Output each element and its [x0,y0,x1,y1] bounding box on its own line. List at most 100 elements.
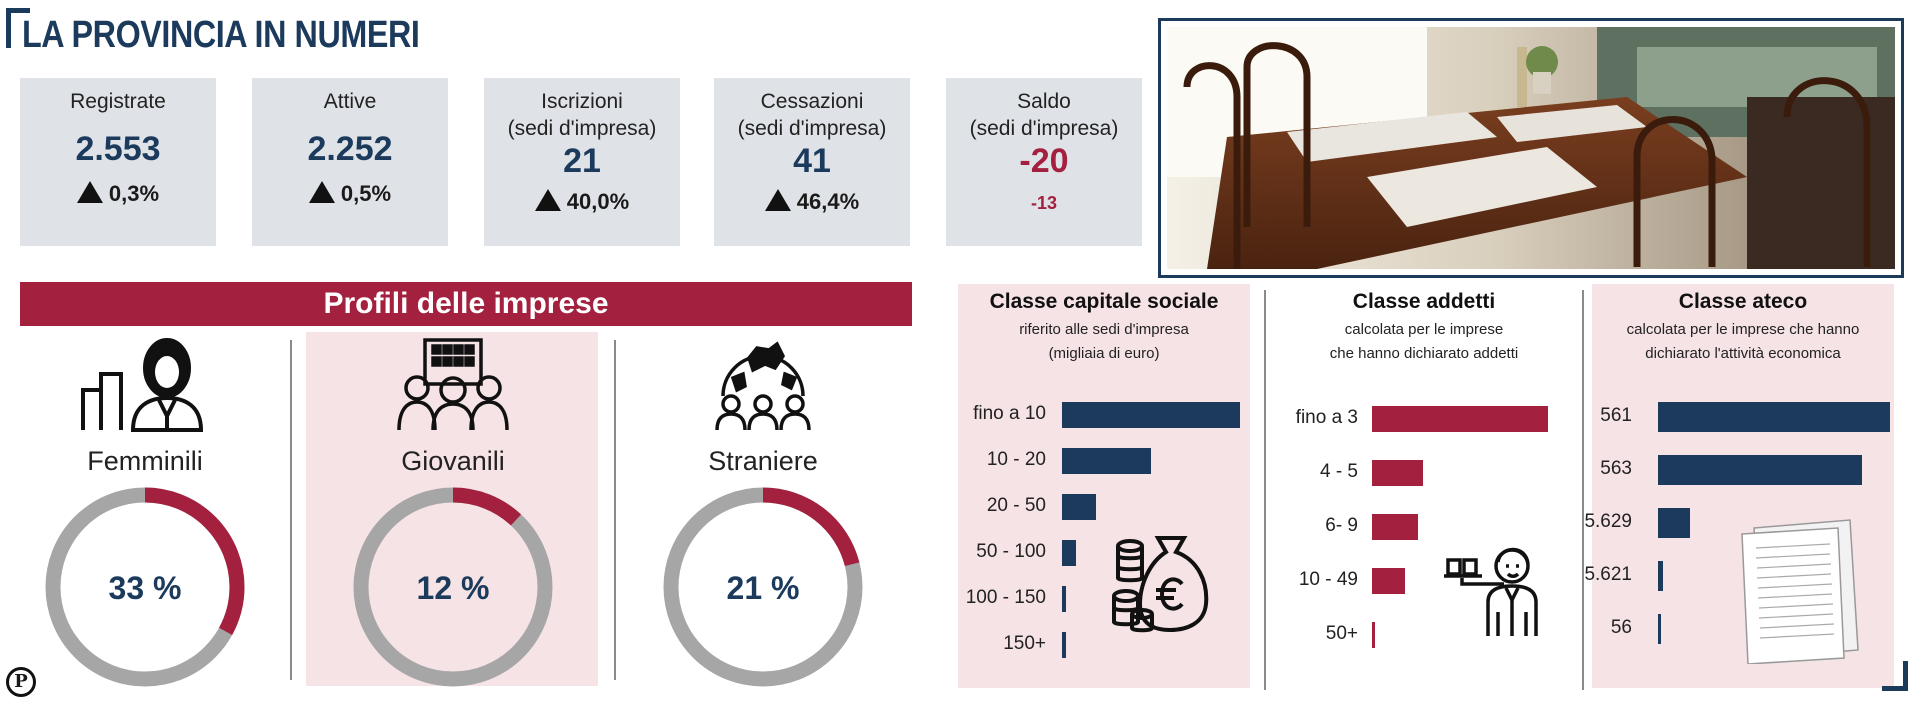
bar [1062,632,1066,658]
category-label: 20 - 50 [986,495,1046,516]
stat-delta-text: 0,5% [340,181,392,206]
bar [1372,460,1424,486]
chart-title: Classe addetti [1352,290,1496,313]
donut-chart: 21 % [663,487,863,687]
bar [1062,540,1077,566]
donut-chart: 33 % [45,487,245,687]
restaurant-photo [1167,27,1895,269]
bar-chart-panel: Classe addetti calcolata per le imprese c… [1276,284,1572,688]
stat-label: Registrate [70,90,166,113]
restaurant-table-illustration [1167,27,1895,269]
stat-box: Registrate 2.553 0,3% [20,78,216,246]
stat-value: 2.553 [75,130,161,168]
businesswoman-icon [75,334,215,434]
stat-box: Saldo (sedi d'impresa) -20 -13 [946,78,1142,246]
foreigners-globe-icon [693,334,833,434]
bar [1658,455,1863,485]
category-label: 10 - 49 [1298,569,1358,590]
profile-femminili: Femminili 33 % [0,334,290,687]
category-label: 100 - 150 [965,587,1046,608]
category-label: 50 - 100 [976,541,1046,562]
stat-label: Attive [323,90,377,113]
donut-value-label: 12 % [417,570,490,606]
stat-delta: 40,0% [484,188,680,216]
category-label: 10 - 20 [986,449,1046,470]
profiles-section-title: Profili delle imprese [20,282,912,326]
money-bag-coins-icon [1106,524,1216,639]
bar [1372,514,1418,540]
bar [1062,494,1096,520]
corner-bracket-bottom-right [1882,661,1908,691]
profile-label: Femminili [87,446,203,476]
stat-box: Iscrizioni (sedi d'impresa) 21 40,0% [484,78,680,246]
donut-chart: 12 % [353,487,553,687]
chart-subtitle: riferito alle sedi d'impresa (migliaia d… [1019,321,1189,362]
category-label: 56 [1610,617,1632,638]
stat-label: Saldo (sedi d'impresa) [969,90,1119,140]
document-pages-icon [1732,514,1862,669]
chart-title: Classe ateco [1678,290,1808,313]
category-label: 561 [1600,405,1632,426]
profile-label: Giovanili [401,446,505,476]
bar-chart-panel: Classe ateco calcolata per le imprese che… [1584,284,1894,688]
stat-box: Cessazioni (sedi d'impresa) 41 46,4% [714,78,910,246]
profile-highlight-bg [306,332,598,686]
bar [1658,614,1661,644]
stat-value: 21 [563,142,601,180]
page-title: LA PROVINCIA IN NUMERI [22,14,420,56]
donut-slice [353,487,553,687]
category-label: 6- 9 [1325,515,1358,536]
stat-delta-text: 0,3% [108,181,160,206]
divider [1264,290,1266,690]
corner-bracket-top-left [6,8,30,48]
profile-giovanili: Giovanili 12 % [308,334,598,687]
bar [1658,561,1663,591]
divider [290,340,292,680]
profile-label: Straniere [708,446,818,476]
stat-label: Iscrizioni (sedi d'impresa) [507,90,657,140]
chart-title: Classe capitale sociale [989,290,1219,313]
restaurant-photo-frame [1158,18,1904,278]
publisher-logo: P [6,667,36,697]
category-label: fino a 3 [1295,407,1358,428]
profile-straniere: Straniere 21 % [618,334,908,687]
chart-subtitle: calcolata per le imprese che hanno dichi… [1626,321,1860,362]
stat-delta-text: -13 [1030,193,1057,213]
stat-delta: 0,3% [20,180,216,208]
bar [1062,448,1151,474]
bar [1658,508,1691,538]
category-label: 5.629 [1584,511,1632,532]
chart-subtitle: calcolata per le imprese che hanno dichi… [1329,321,1519,362]
waiter-icon [1442,532,1552,647]
stat-label: Cessazioni (sedi d'impresa) [737,90,887,140]
category-label: 150+ [1003,633,1046,654]
bar [1062,586,1066,612]
category-label: 4 - 5 [1319,461,1358,482]
bar [1658,402,1890,432]
category-label: 5.621 [1584,564,1632,585]
stat-value: 41 [793,142,831,180]
bar-chart-panel: Classe capitale sociale riferito alle sed… [958,284,1250,688]
stat-delta: -13 [946,188,1142,217]
stat-delta: 46,4% [714,188,910,216]
triangle-up-icon [308,181,335,203]
category-label: 50+ [1325,623,1358,644]
donut-value-label: 21 % [727,570,800,606]
bar [1372,568,1406,594]
triangle-up-icon [76,181,103,203]
stat-delta-text: 46,4% [796,189,860,214]
stat-value: -20 [1019,142,1069,180]
stat-delta: 0,5% [252,180,448,208]
stat-delta-text: 40,0% [566,189,630,214]
divider [614,340,616,680]
triangle-up-icon [764,189,791,211]
divider [1582,290,1584,690]
donut-slice [663,487,863,687]
donut-slice [45,487,245,687]
category-label: 563 [1600,458,1632,479]
stat-box: Attive 2.252 0,5% [252,78,448,246]
bar [1062,402,1240,428]
bar [1372,622,1375,648]
young-people-icon [383,334,523,434]
triangle-up-icon [534,189,561,211]
